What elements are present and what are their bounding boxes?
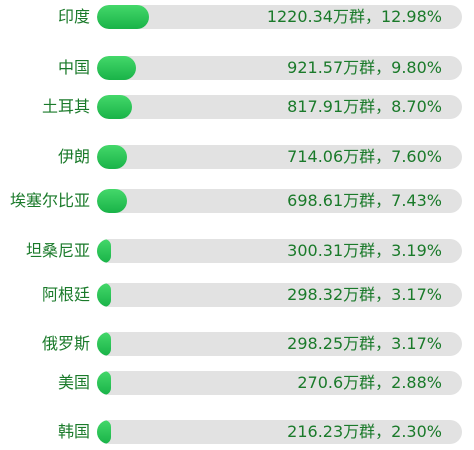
category-label: 坦桑尼亚 <box>25 241 90 260</box>
data-label: 817.91万群，8.70% <box>287 97 442 116</box>
bar-track <box>97 95 462 119</box>
bar-row: 中国 921.57万群，9.80% <box>0 54 474 82</box>
bar-row: 俄罗斯 298.25万群，3.17% <box>0 330 474 358</box>
category-label: 中国 <box>57 58 90 77</box>
bar-track <box>97 145 462 169</box>
bar-row: 美国 270.6万群，2.88% <box>0 369 474 397</box>
category-label: 韩国 <box>57 422 90 441</box>
bar-track <box>97 189 462 213</box>
category-label: 美国 <box>57 373 90 392</box>
bar-fill <box>97 56 136 80</box>
bar-row: 土耳其 817.91万群，8.70% <box>0 93 474 121</box>
bar-fill <box>97 95 132 119</box>
data-label: 921.57万群，9.80% <box>287 58 442 77</box>
category-label: 土耳其 <box>41 97 90 116</box>
bar-fill <box>97 283 111 307</box>
bar-row: 阿根廷 298.32万群，3.17% <box>0 281 474 309</box>
bar-track <box>97 332 462 356</box>
category-label: 伊朗 <box>57 147 90 166</box>
data-label: 698.61万群，7.43% <box>287 191 442 210</box>
category-label: 俄罗斯 <box>41 334 90 353</box>
data-label: 298.25万群，3.17% <box>287 334 442 353</box>
category-label: 埃塞尔比亚 <box>9 191 90 210</box>
data-label: 300.31万群，3.19% <box>287 241 442 260</box>
data-label: 714.06万群，7.60% <box>287 147 442 166</box>
bar-fill <box>97 371 111 395</box>
bar-row: 坦桑尼亚 300.31万群，3.19% <box>0 237 474 265</box>
category-label: 阿根廷 <box>41 285 90 304</box>
category-label: 印度 <box>57 7 90 26</box>
bar-track <box>97 56 462 80</box>
bar-row: 韩国 216.23万群，2.30% <box>0 418 474 446</box>
bar-fill <box>97 5 149 29</box>
bar-track <box>97 420 462 444</box>
bar-fill <box>97 189 127 213</box>
bar-track <box>97 283 462 307</box>
data-label: 216.23万群，2.30% <box>287 422 442 441</box>
bar-fill <box>97 239 111 263</box>
bar-row: 伊朗 714.06万群，7.60% <box>0 143 474 171</box>
data-label: 270.6万群，2.88% <box>297 373 442 392</box>
bar-fill <box>97 420 111 444</box>
bar-fill <box>97 332 111 356</box>
bar-row: 埃塞尔比亚 698.61万群，7.43% <box>0 187 474 215</box>
data-label: 1220.34万群，12.98% <box>266 7 442 26</box>
bar-track <box>97 371 462 395</box>
bar-row: 印度 1220.34万群，12.98% <box>0 3 474 31</box>
bar-track <box>97 5 462 29</box>
data-label: 298.32万群，3.17% <box>287 285 442 304</box>
bar-track <box>97 239 462 263</box>
bar-fill <box>97 145 127 169</box>
